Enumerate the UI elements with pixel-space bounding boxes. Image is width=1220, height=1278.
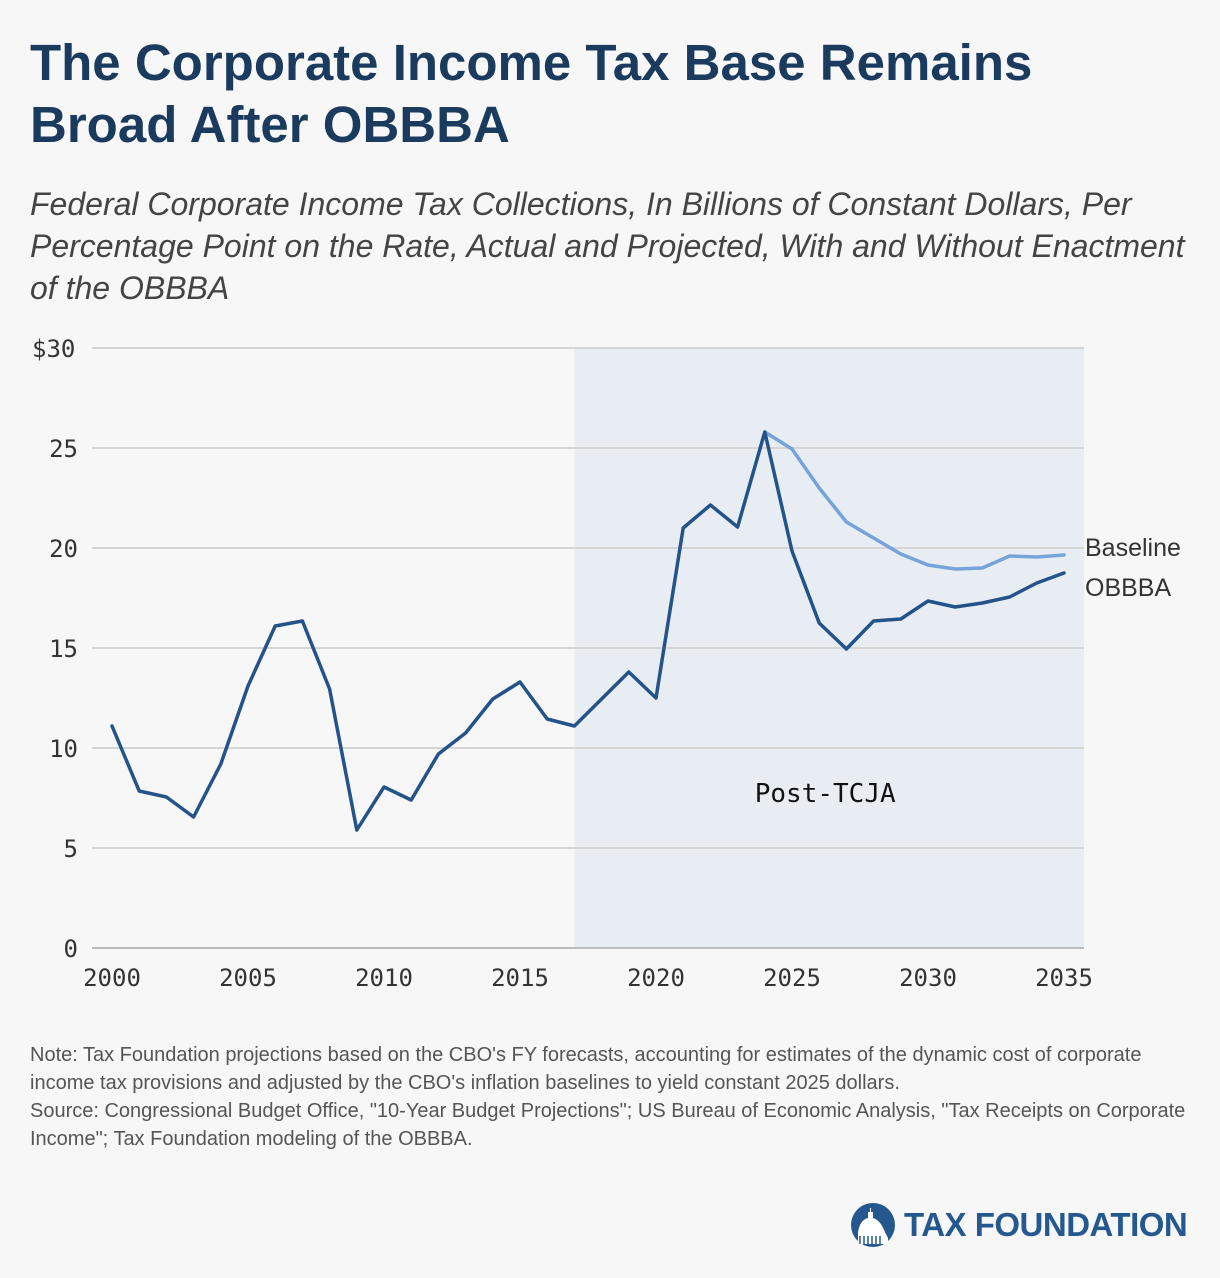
note-text: Note: Tax Foundation projections based o… — [30, 1044, 1142, 1094]
source-text: Source: Congressional Budget Office, "10… — [30, 1100, 1186, 1150]
legend-label-baseline: Baseline — [1085, 534, 1181, 562]
series-line-obbba — [110, 430, 1066, 832]
legend-label-obbba: OBBBA — [1085, 574, 1171, 602]
tax-foundation-logo: TAX FOUNDATION — [850, 1202, 1188, 1248]
logo-text: TAX FOUNDATION — [904, 1206, 1188, 1243]
y-tick-label: 25 — [49, 435, 78, 463]
x-tick-label: 2020 — [627, 964, 685, 992]
chart-subtitle: Federal Corporate Income Tax Collections… — [30, 186, 1185, 306]
y-tick-label: 15 — [49, 635, 78, 663]
x-tick-label: 2030 — [899, 964, 957, 992]
y-tick-label: $30 — [32, 335, 75, 363]
x-tick-label: 2015 — [491, 964, 549, 992]
footnotes: Note: Tax Foundation projections based o… — [30, 1041, 1200, 1153]
x-tick-label: 2010 — [355, 964, 413, 992]
series-line-baseline — [763, 430, 1066, 571]
x-tick-label: 2025 — [763, 964, 821, 992]
y-tick-label: 5 — [64, 835, 78, 863]
y-tick-label: 10 — [49, 735, 78, 763]
x-tick-label: 2035 — [1035, 964, 1093, 992]
x-tick-label: 2005 — [219, 964, 277, 992]
y-tick-label: 20 — [49, 535, 78, 563]
capitol-dome-icon — [851, 1203, 895, 1247]
y-tick-label: 0 — [64, 935, 78, 963]
chart-title: The Corporate Income Tax Base Remains Br… — [30, 34, 1033, 153]
x-tick-label: 2000 — [83, 964, 141, 992]
post-tcja-annotation: Post-TCJA — [755, 779, 896, 809]
